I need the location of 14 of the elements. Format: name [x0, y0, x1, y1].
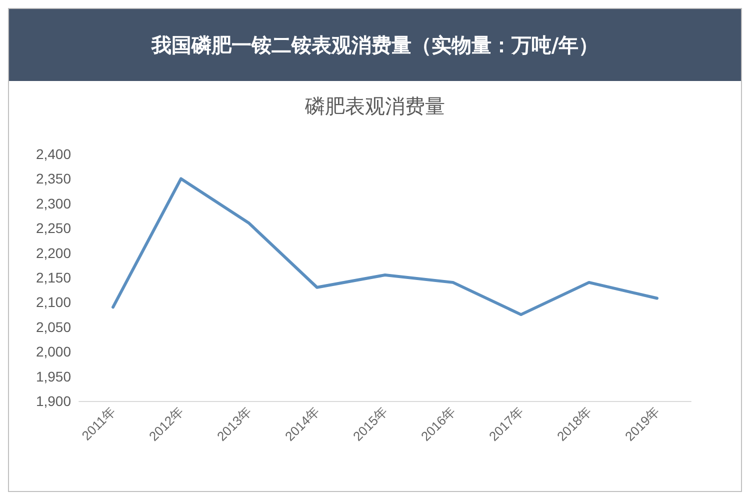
y-tick-label: 1,950 — [36, 368, 72, 384]
chart-title: 我国磷肥一铵二铵表观消费量（实物量：万吨/年） — [9, 9, 741, 81]
y-tick-label: 2,100 — [36, 294, 72, 310]
y-tick-label: 2,150 — [36, 270, 72, 286]
y-tick-label: 2,000 — [36, 344, 72, 360]
line-series — [112, 177, 658, 316]
y-tick-label: 1,900 — [36, 393, 72, 409]
chart-subtitle: 磷肥表观消费量 — [304, 94, 445, 118]
y-tick-label: 2,050 — [36, 318, 72, 335]
y-tick-label: 2,350 — [36, 170, 72, 187]
y-tick-label: 2,200 — [36, 244, 72, 261]
y-tick-label: 2,300 — [36, 195, 72, 212]
y-tick-label: 2,250 — [36, 220, 72, 236]
y-tick-label: 2,400 — [36, 146, 72, 162]
